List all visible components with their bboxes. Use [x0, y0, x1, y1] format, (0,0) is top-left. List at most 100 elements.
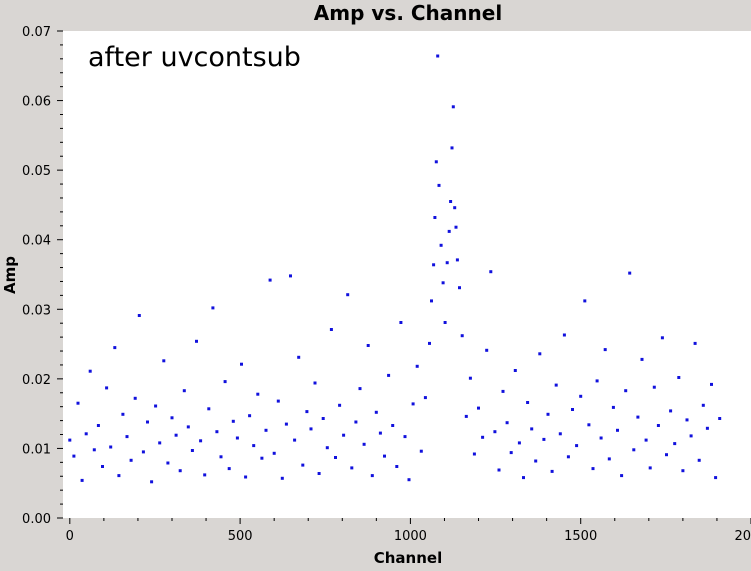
data-point-25 — [170, 416, 174, 420]
data-point-142 — [603, 348, 607, 352]
data-point-143 — [607, 457, 611, 461]
data-point-134 — [571, 408, 574, 411]
data-point-140 — [595, 379, 599, 383]
data-point-121 — [517, 441, 521, 445]
y-tick-label-5: 0.05 — [22, 164, 51, 179]
data-point-1 — [72, 454, 76, 458]
data-point-35 — [211, 306, 215, 310]
y-axis-label: Amp — [1, 256, 19, 294]
data-point-54 — [289, 274, 292, 278]
data-point-63 — [325, 446, 329, 450]
data-point-112 — [481, 435, 485, 439]
data-point-122 — [522, 476, 525, 480]
data-point-169 — [714, 476, 718, 480]
data-point-148 — [628, 271, 632, 275]
data-point-65 — [334, 456, 337, 459]
data-point-167 — [705, 426, 709, 430]
data-point-100 — [449, 200, 453, 203]
data-point-37 — [219, 455, 223, 459]
data-point-62 — [321, 417, 325, 420]
data-point-117 — [501, 389, 505, 393]
data-point-116 — [497, 468, 501, 472]
data-point-36 — [215, 430, 219, 434]
data-point-22 — [158, 441, 162, 445]
y-tick-label-0: 0.00 — [22, 512, 51, 527]
data-point-18 — [141, 450, 145, 454]
data-point-50 — [272, 451, 276, 455]
data-point-39 — [227, 467, 231, 471]
data-point-59 — [309, 427, 313, 431]
data-point-43 — [244, 475, 248, 479]
chart-annotation: after uvcontsub — [88, 42, 301, 73]
data-point-21 — [154, 404, 158, 408]
data-point-115 — [493, 430, 497, 434]
data-point-119 — [509, 451, 513, 455]
data-points — [68, 54, 722, 484]
y-tick-label-3: 0.03 — [22, 303, 51, 318]
data-point-53 — [284, 422, 288, 426]
data-point-67 — [342, 433, 346, 437]
data-point-161 — [681, 469, 685, 473]
data-point-145 — [616, 428, 619, 432]
data-point-40 — [231, 419, 235, 423]
data-point-128 — [546, 412, 550, 416]
data-point-72 — [362, 442, 366, 446]
data-point-137 — [583, 299, 587, 303]
data-point-26 — [174, 433, 178, 437]
data-point-15 — [129, 458, 133, 462]
data-point-107 — [460, 334, 464, 338]
y-tick-label-2: 0.02 — [22, 373, 51, 388]
data-point-152 — [644, 438, 648, 442]
data-point-71 — [358, 387, 362, 391]
data-point-55 — [293, 438, 297, 442]
data-point-153 — [648, 466, 652, 470]
data-point-90 — [432, 263, 436, 267]
data-point-111 — [477, 406, 480, 410]
x-tick-label-2: 1000 — [394, 529, 427, 544]
data-point-14 — [125, 435, 129, 439]
data-point-109 — [468, 376, 472, 380]
data-point-79 — [391, 424, 395, 427]
data-point-20 — [150, 480, 154, 484]
data-point-127 — [542, 437, 546, 441]
data-point-17 — [137, 314, 141, 317]
data-point-126 — [538, 352, 542, 356]
x-axis-ticks: 0 500 1000 1500 2000 — [66, 518, 751, 544]
data-point-86 — [419, 449, 423, 453]
data-point-144 — [611, 405, 615, 409]
y-axis-ticks: 0.00 0.01 0.02 0.03 0.04 0.05 0.06 0.07 — [22, 25, 63, 527]
data-point-7 — [96, 424, 100, 427]
data-point-41 — [235, 436, 239, 440]
data-point-165 — [697, 458, 701, 462]
data-point-61 — [317, 472, 321, 475]
data-point-2 — [76, 401, 80, 405]
data-point-102 — [451, 105, 455, 109]
data-point-149 — [632, 448, 636, 452]
data-point-118 — [505, 421, 509, 425]
data-point-29 — [186, 425, 190, 429]
y-tick-label-7: 0.07 — [22, 25, 51, 40]
data-point-76 — [378, 431, 382, 435]
data-point-30 — [190, 449, 194, 452]
data-point-130 — [554, 383, 558, 387]
data-point-88 — [428, 341, 431, 345]
data-point-96 — [441, 281, 445, 285]
data-point-27 — [178, 469, 182, 473]
data-point-120 — [513, 369, 517, 372]
data-point-141 — [599, 436, 603, 440]
data-point-94 — [437, 183, 441, 187]
data-point-52 — [280, 476, 284, 480]
data-point-3 — [80, 478, 84, 482]
data-point-163 — [689, 434, 693, 438]
data-point-98 — [445, 261, 449, 265]
data-point-68 — [346, 293, 350, 297]
data-point-47 — [260, 456, 264, 460]
data-point-150 — [636, 415, 640, 419]
data-point-151 — [640, 357, 644, 361]
data-point-38 — [223, 380, 227, 384]
data-point-166 — [701, 403, 705, 407]
data-point-92 — [434, 160, 438, 164]
data-point-129 — [550, 469, 554, 473]
